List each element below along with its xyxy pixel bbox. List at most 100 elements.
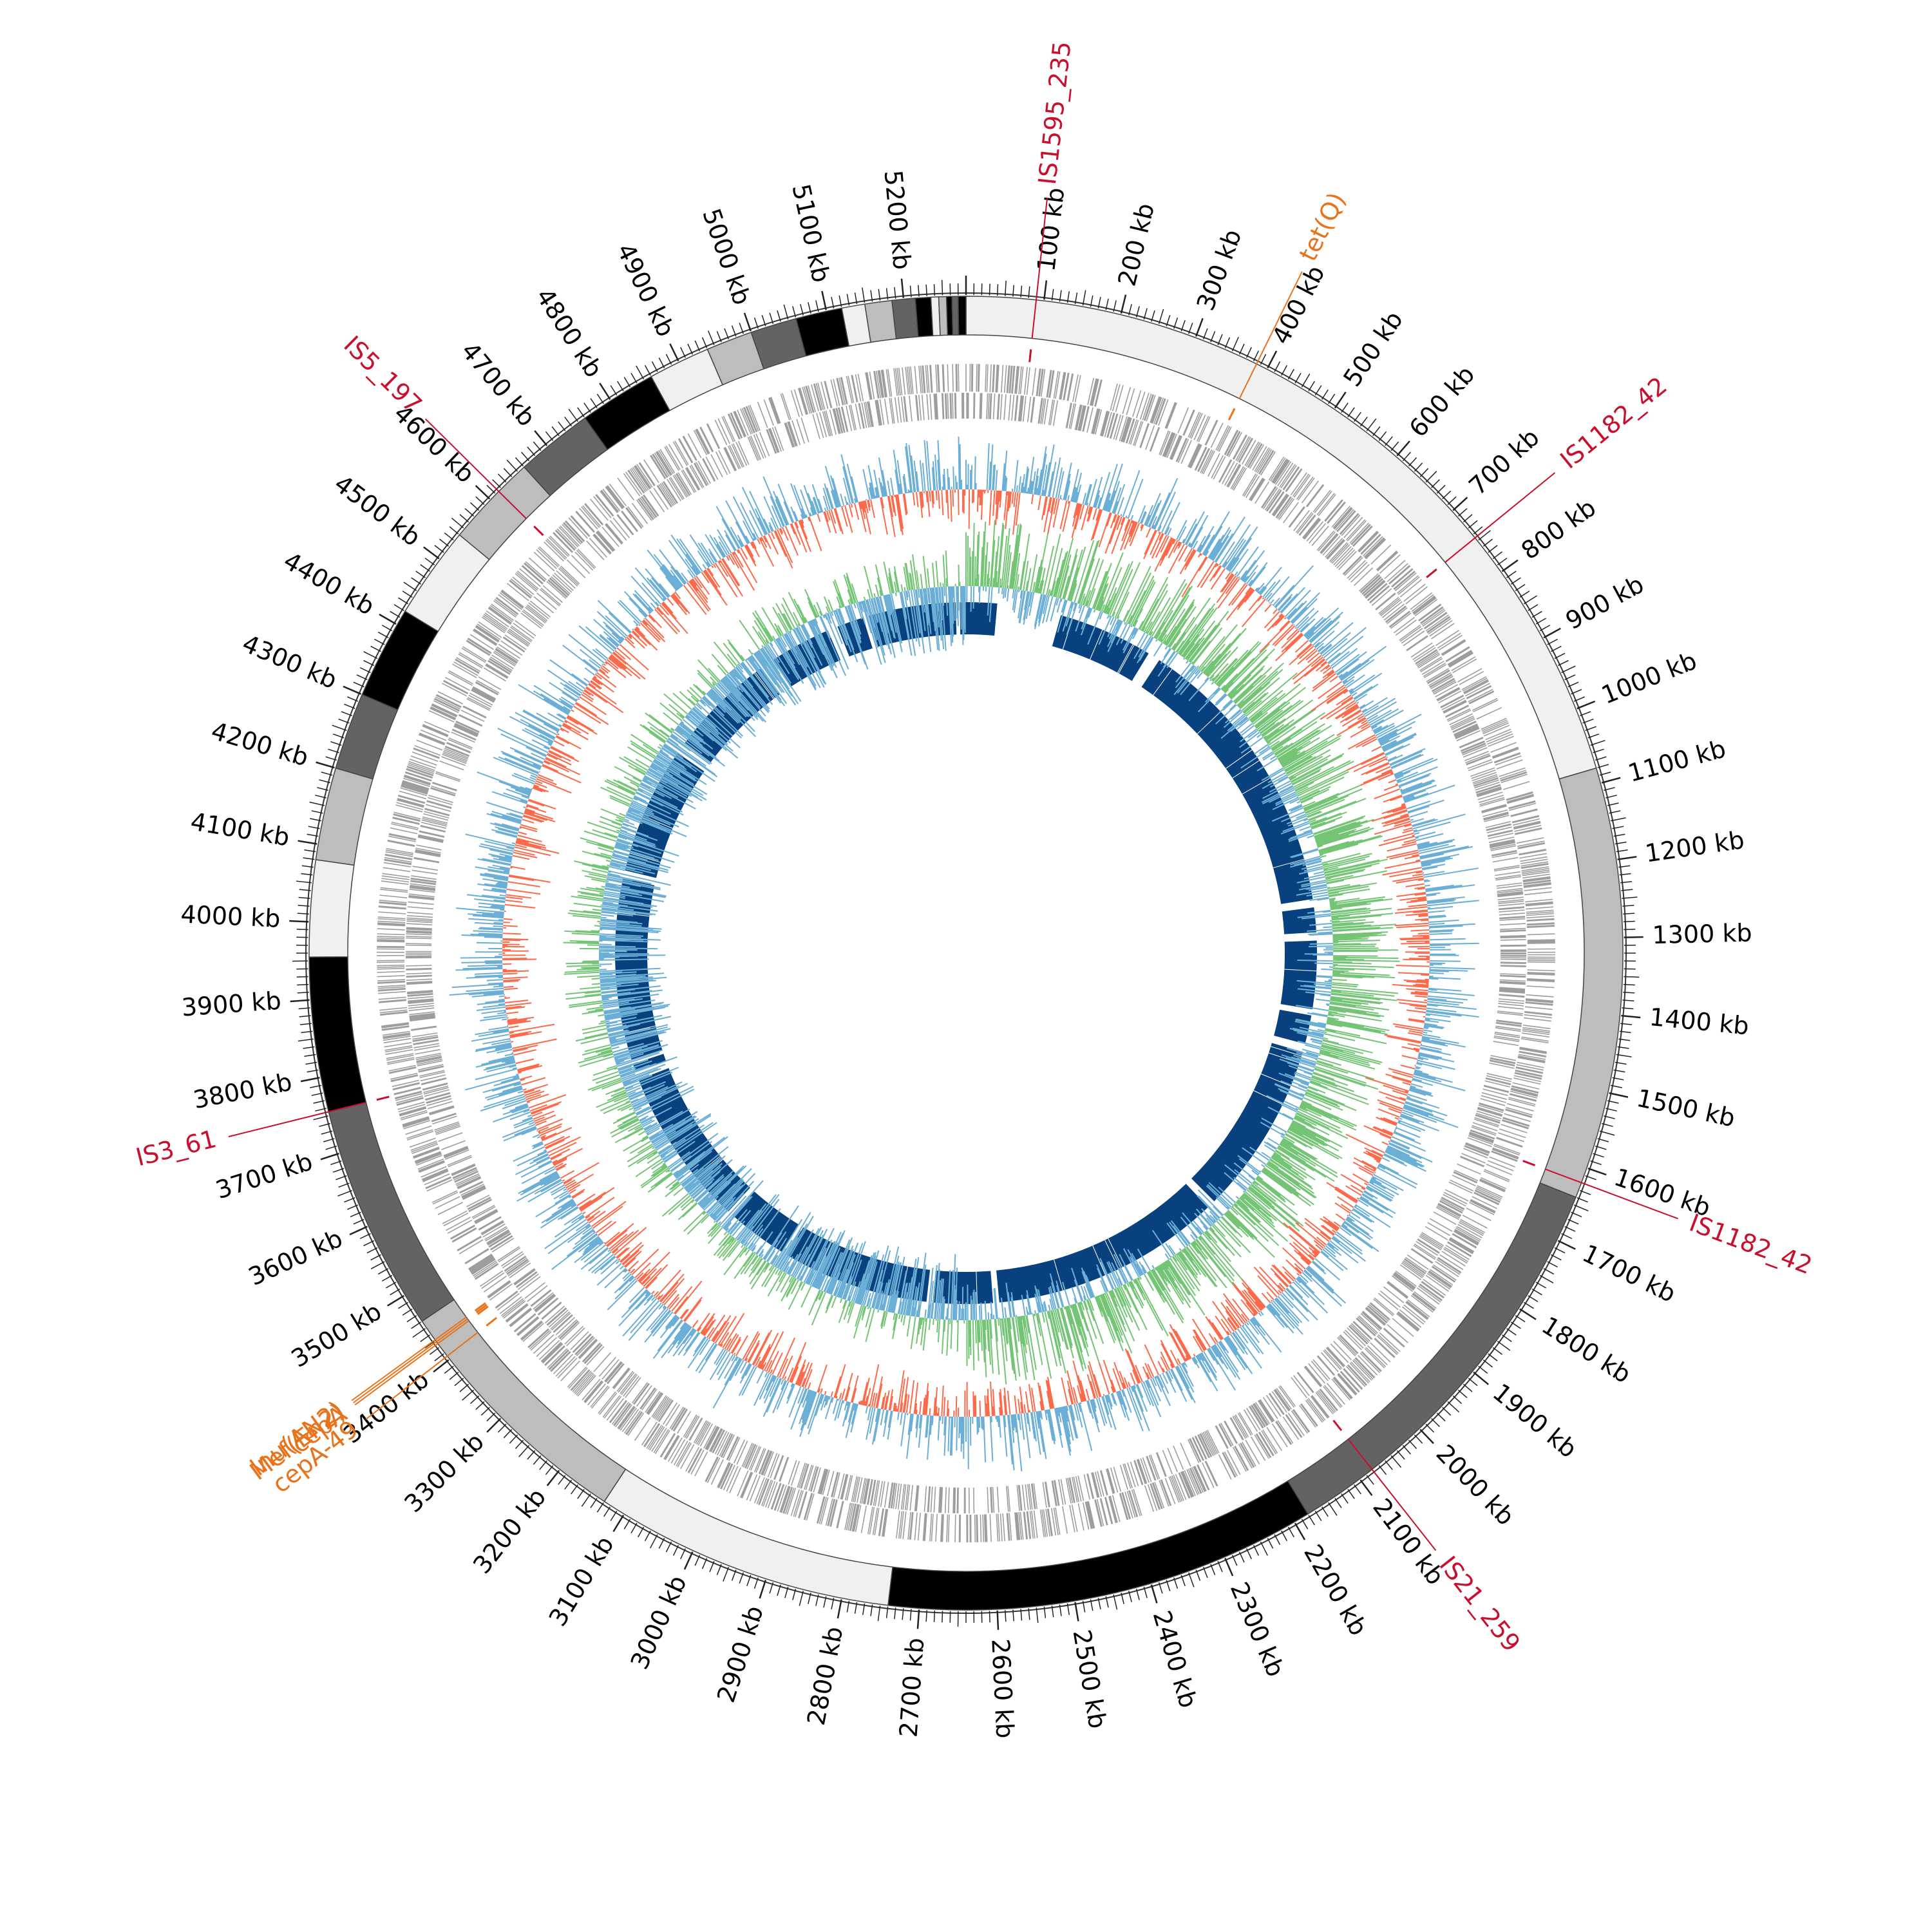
- kb-tick: [933, 1610, 936, 1622]
- kb-tick: [363, 1240, 375, 1247]
- kb-tick-label: 1200 kb: [1643, 826, 1747, 868]
- feature-leader-line: [1545, 1168, 1678, 1220]
- kb-tick: [506, 459, 518, 472]
- kb-tick: [769, 312, 774, 325]
- gc-skew-positive: [563, 520, 1400, 1385]
- kb-tick: [1497, 1341, 1511, 1351]
- kb-tick: [1620, 1023, 1633, 1025]
- homology-separator: [624, 1025, 656, 1034]
- kb-tick: [564, 416, 573, 427]
- kb-tick: [515, 457, 524, 467]
- kb-tick: [1253, 1544, 1260, 1556]
- kb-tick: [1366, 1475, 1374, 1485]
- kb-tick: [701, 1558, 708, 1569]
- kb-tick: [1419, 468, 1429, 477]
- kb-tick: [1615, 1061, 1627, 1065]
- kb-tick: [393, 604, 404, 611]
- kb-tick: [1436, 484, 1446, 494]
- feature-leader-line: [1444, 472, 1556, 563]
- kb-tick: [1419, 1428, 1434, 1444]
- kb-tick: [1551, 1254, 1562, 1261]
- kb-tick: [941, 279, 943, 296]
- kb-tick: [1624, 936, 1643, 938]
- kb-tick: [821, 290, 827, 310]
- kb-tick: [1359, 1479, 1373, 1496]
- kb-tick: [1515, 1315, 1526, 1323]
- kb-tick: [837, 1599, 842, 1619]
- homology-separator: [1092, 1245, 1106, 1276]
- kb-tick-label: 1300 kb: [1652, 918, 1752, 949]
- kb-tick: [1478, 1365, 1488, 1374]
- kb-tick: [564, 1479, 573, 1490]
- kb-tick: [650, 1534, 658, 1549]
- kb-tick: [492, 479, 501, 488]
- kb-tick: [1622, 999, 1634, 1001]
- kb-tick: [1590, 739, 1605, 746]
- contig-segment: [1539, 767, 1624, 1198]
- kb-tick: [838, 295, 842, 307]
- kb-tick: [1597, 1138, 1609, 1142]
- kb-tick: [846, 1600, 850, 1613]
- kb-tick: [1028, 1608, 1030, 1620]
- kb-tick: [1587, 734, 1600, 739]
- kb-tick: [610, 1510, 618, 1521]
- kb-tick-label: 4500 kb: [329, 469, 426, 552]
- kb-tick: [1605, 1108, 1617, 1112]
- kb-tick: [344, 703, 355, 709]
- kb-tick-label: 4200 kb: [208, 717, 312, 772]
- homology-separator: [1118, 645, 1135, 674]
- kb-tick: [301, 1030, 313, 1034]
- cds-marks: [376, 363, 1556, 1543]
- contig-segment: [308, 858, 355, 958]
- kb-tick: [527, 446, 536, 457]
- kb-tick: [1195, 1569, 1201, 1581]
- kb-tick: [415, 571, 426, 578]
- kb-tick: [1561, 1233, 1573, 1239]
- kb-tick-label: 900 kb: [1561, 570, 1649, 635]
- kb-tick: [1408, 457, 1417, 467]
- kb-tick: [1609, 810, 1621, 814]
- homology-separator: [1260, 1074, 1291, 1086]
- homology-separator: [1253, 1090, 1283, 1105]
- kb-tick: [877, 1605, 881, 1622]
- kb-tick: [1210, 1564, 1216, 1575]
- homology-separator: [1232, 760, 1260, 779]
- kb-tick: [1457, 508, 1468, 517]
- kb-tick: [1294, 372, 1302, 384]
- kb-tick: [612, 1515, 625, 1532]
- kb-tick: [1074, 292, 1078, 305]
- kb-tick: [424, 1341, 435, 1349]
- kb-tick: [1601, 1122, 1613, 1127]
- kb-tick: [1543, 1268, 1555, 1275]
- homology-separator: [1023, 607, 1030, 640]
- feature-marker: [1227, 408, 1236, 421]
- kb-tick: [1587, 1168, 1607, 1176]
- kb-tick: [918, 285, 920, 297]
- kb-tick: [374, 638, 385, 645]
- homology-separator: [1271, 1046, 1302, 1057]
- kb-tick: [1224, 1557, 1234, 1577]
- feature-marker: [1426, 568, 1437, 578]
- kb-tick: [1622, 905, 1634, 907]
- contig-segment: [914, 296, 934, 337]
- kb-tick: [412, 1328, 426, 1338]
- kb-tick: [297, 913, 309, 914]
- kb-tick: [1135, 306, 1140, 318]
- kb-tick: [1604, 787, 1615, 791]
- kb-tick: [366, 1247, 378, 1254]
- kb-tick: [1059, 290, 1062, 302]
- kb-tick: [1231, 1555, 1238, 1566]
- homology-separator: [1268, 1052, 1300, 1064]
- kb-tick: [1166, 1580, 1171, 1591]
- kb-tick: [1097, 1598, 1101, 1609]
- kb-tick: [1121, 1593, 1124, 1604]
- kb-tick: [1501, 559, 1519, 573]
- kb-tick: [909, 1609, 912, 1621]
- kb-tick: [320, 1152, 339, 1160]
- kb-tick-label: 4000 kb: [180, 900, 281, 933]
- kb-tick: [420, 1334, 430, 1342]
- kb-tick-label: 4900 kb: [611, 239, 680, 341]
- kb-tick: [1551, 645, 1562, 652]
- kb-tick: [539, 1460, 547, 1470]
- kb-tick: [1224, 337, 1231, 348]
